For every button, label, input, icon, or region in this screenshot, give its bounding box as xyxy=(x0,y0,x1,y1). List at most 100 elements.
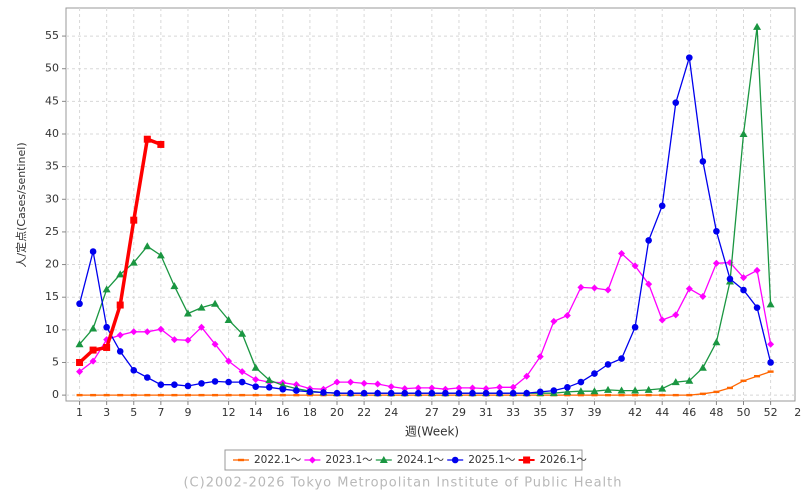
marker xyxy=(265,383,273,391)
marker xyxy=(482,389,490,397)
marker xyxy=(753,304,761,311)
marker xyxy=(252,383,260,390)
marker xyxy=(333,389,341,397)
marker xyxy=(740,379,747,382)
marker xyxy=(726,386,733,390)
marker xyxy=(144,374,151,381)
marker xyxy=(157,393,164,397)
marker xyxy=(129,258,138,266)
x-tick-label: 46 xyxy=(682,406,696,419)
x-tick-label: 39 xyxy=(587,406,601,419)
marker xyxy=(564,393,571,397)
x-tick-label: 44 xyxy=(655,406,669,419)
marker xyxy=(156,251,165,259)
marker xyxy=(591,370,598,377)
marker xyxy=(279,385,287,393)
marker xyxy=(618,393,625,397)
marker xyxy=(496,383,504,391)
marker xyxy=(590,284,598,292)
marker xyxy=(712,338,721,346)
marker xyxy=(76,368,84,376)
x-tick-label: 27 xyxy=(425,406,439,419)
marker xyxy=(211,378,219,385)
marker xyxy=(170,282,179,290)
marker xyxy=(171,381,178,388)
marker xyxy=(739,129,748,137)
legend-label: 2025.1～ xyxy=(468,454,516,466)
marker xyxy=(333,378,341,386)
marker xyxy=(265,376,274,384)
marker xyxy=(306,388,314,396)
marker xyxy=(198,323,206,331)
marker xyxy=(577,378,585,386)
marker xyxy=(496,389,503,397)
marker xyxy=(75,340,84,348)
y-tick-label: 50 xyxy=(45,62,59,75)
marker xyxy=(753,22,762,30)
marker xyxy=(713,227,720,235)
x-tick-label: 24 xyxy=(384,406,398,419)
marker xyxy=(266,393,273,397)
marker xyxy=(197,303,206,311)
marker xyxy=(753,266,761,274)
x-tick-label: 14 xyxy=(249,406,263,419)
marker xyxy=(89,248,97,255)
marker xyxy=(536,388,544,396)
marker xyxy=(238,368,246,376)
marker xyxy=(672,99,680,106)
marker xyxy=(644,385,653,393)
legend-label: 2022.1～ xyxy=(254,454,302,466)
marker xyxy=(740,286,747,294)
marker xyxy=(225,357,233,365)
x-tick-label: 33 xyxy=(506,406,520,419)
marker xyxy=(212,393,219,397)
marker xyxy=(89,346,97,354)
marker xyxy=(224,316,233,324)
y-tick-label: 15 xyxy=(45,290,59,303)
marker xyxy=(76,393,83,397)
y-tick-label: 30 xyxy=(45,192,59,205)
marker xyxy=(482,385,490,393)
marker xyxy=(387,389,395,397)
marker xyxy=(618,249,626,257)
x-tick-label: 16 xyxy=(276,406,290,419)
marker xyxy=(143,328,151,336)
marker xyxy=(239,393,246,397)
marker xyxy=(347,389,354,397)
marker xyxy=(89,324,98,332)
marker xyxy=(117,393,124,397)
marker xyxy=(401,389,409,397)
marker xyxy=(754,374,761,378)
marker xyxy=(645,280,653,288)
marker xyxy=(455,389,463,397)
y-tick-label: 5 xyxy=(52,355,59,368)
y-tick-label: 40 xyxy=(45,127,59,140)
marker xyxy=(225,393,232,397)
marker xyxy=(144,393,151,397)
marker xyxy=(442,389,449,397)
marker xyxy=(536,353,544,361)
marker xyxy=(360,389,368,397)
marker xyxy=(293,387,300,394)
marker xyxy=(252,393,259,397)
marker xyxy=(184,336,192,344)
marker xyxy=(184,393,191,397)
marker xyxy=(374,380,382,388)
marker xyxy=(645,393,652,397)
marker xyxy=(387,383,395,391)
marker xyxy=(428,384,436,392)
marker xyxy=(685,285,693,293)
marker xyxy=(102,285,111,293)
marker xyxy=(767,359,774,366)
marker xyxy=(685,376,694,384)
x-tick-label: 50 xyxy=(737,406,751,419)
marker xyxy=(686,393,693,397)
x-tick-label: 20 xyxy=(330,406,344,419)
marker xyxy=(170,336,178,344)
marker xyxy=(631,262,639,270)
marker xyxy=(415,389,422,397)
marker xyxy=(279,393,286,397)
marker xyxy=(658,202,666,210)
marker xyxy=(143,135,151,143)
y-tick-label: 0 xyxy=(52,388,59,401)
